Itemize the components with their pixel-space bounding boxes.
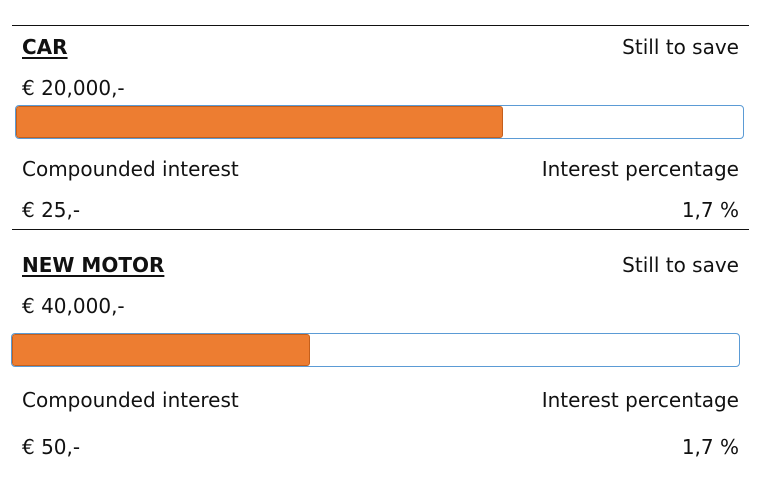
still-to-save-label: Still to save [622,35,739,59]
divider-top [12,25,749,26]
interest-percentage-value: 1,7 % [681,435,739,459]
interest-percentage-label: Interest percentage [541,388,739,412]
interest-percentage-value: 1,7 % [681,198,739,222]
interest-percentage-label: Interest percentage [541,157,739,181]
goal-title: CAR [22,35,68,59]
savings-progress-bar [15,105,744,139]
divider-middle [12,229,749,230]
goal-amount: € 40,000,- [22,294,125,318]
savings-progress-fill [12,334,311,366]
savings-progress-bar [11,333,740,367]
goal-amount: € 20,000,- [22,76,125,100]
compounded-interest-label: Compounded interest [22,388,239,412]
savings-progress-fill [16,106,504,138]
compounded-interest-value: € 25,- [22,198,81,222]
goal-title: NEW MOTOR [22,253,165,277]
still-to-save-label: Still to save [622,253,739,277]
compounded-interest-value: € 50,- [22,435,81,459]
compounded-interest-label: Compounded interest [22,157,239,181]
